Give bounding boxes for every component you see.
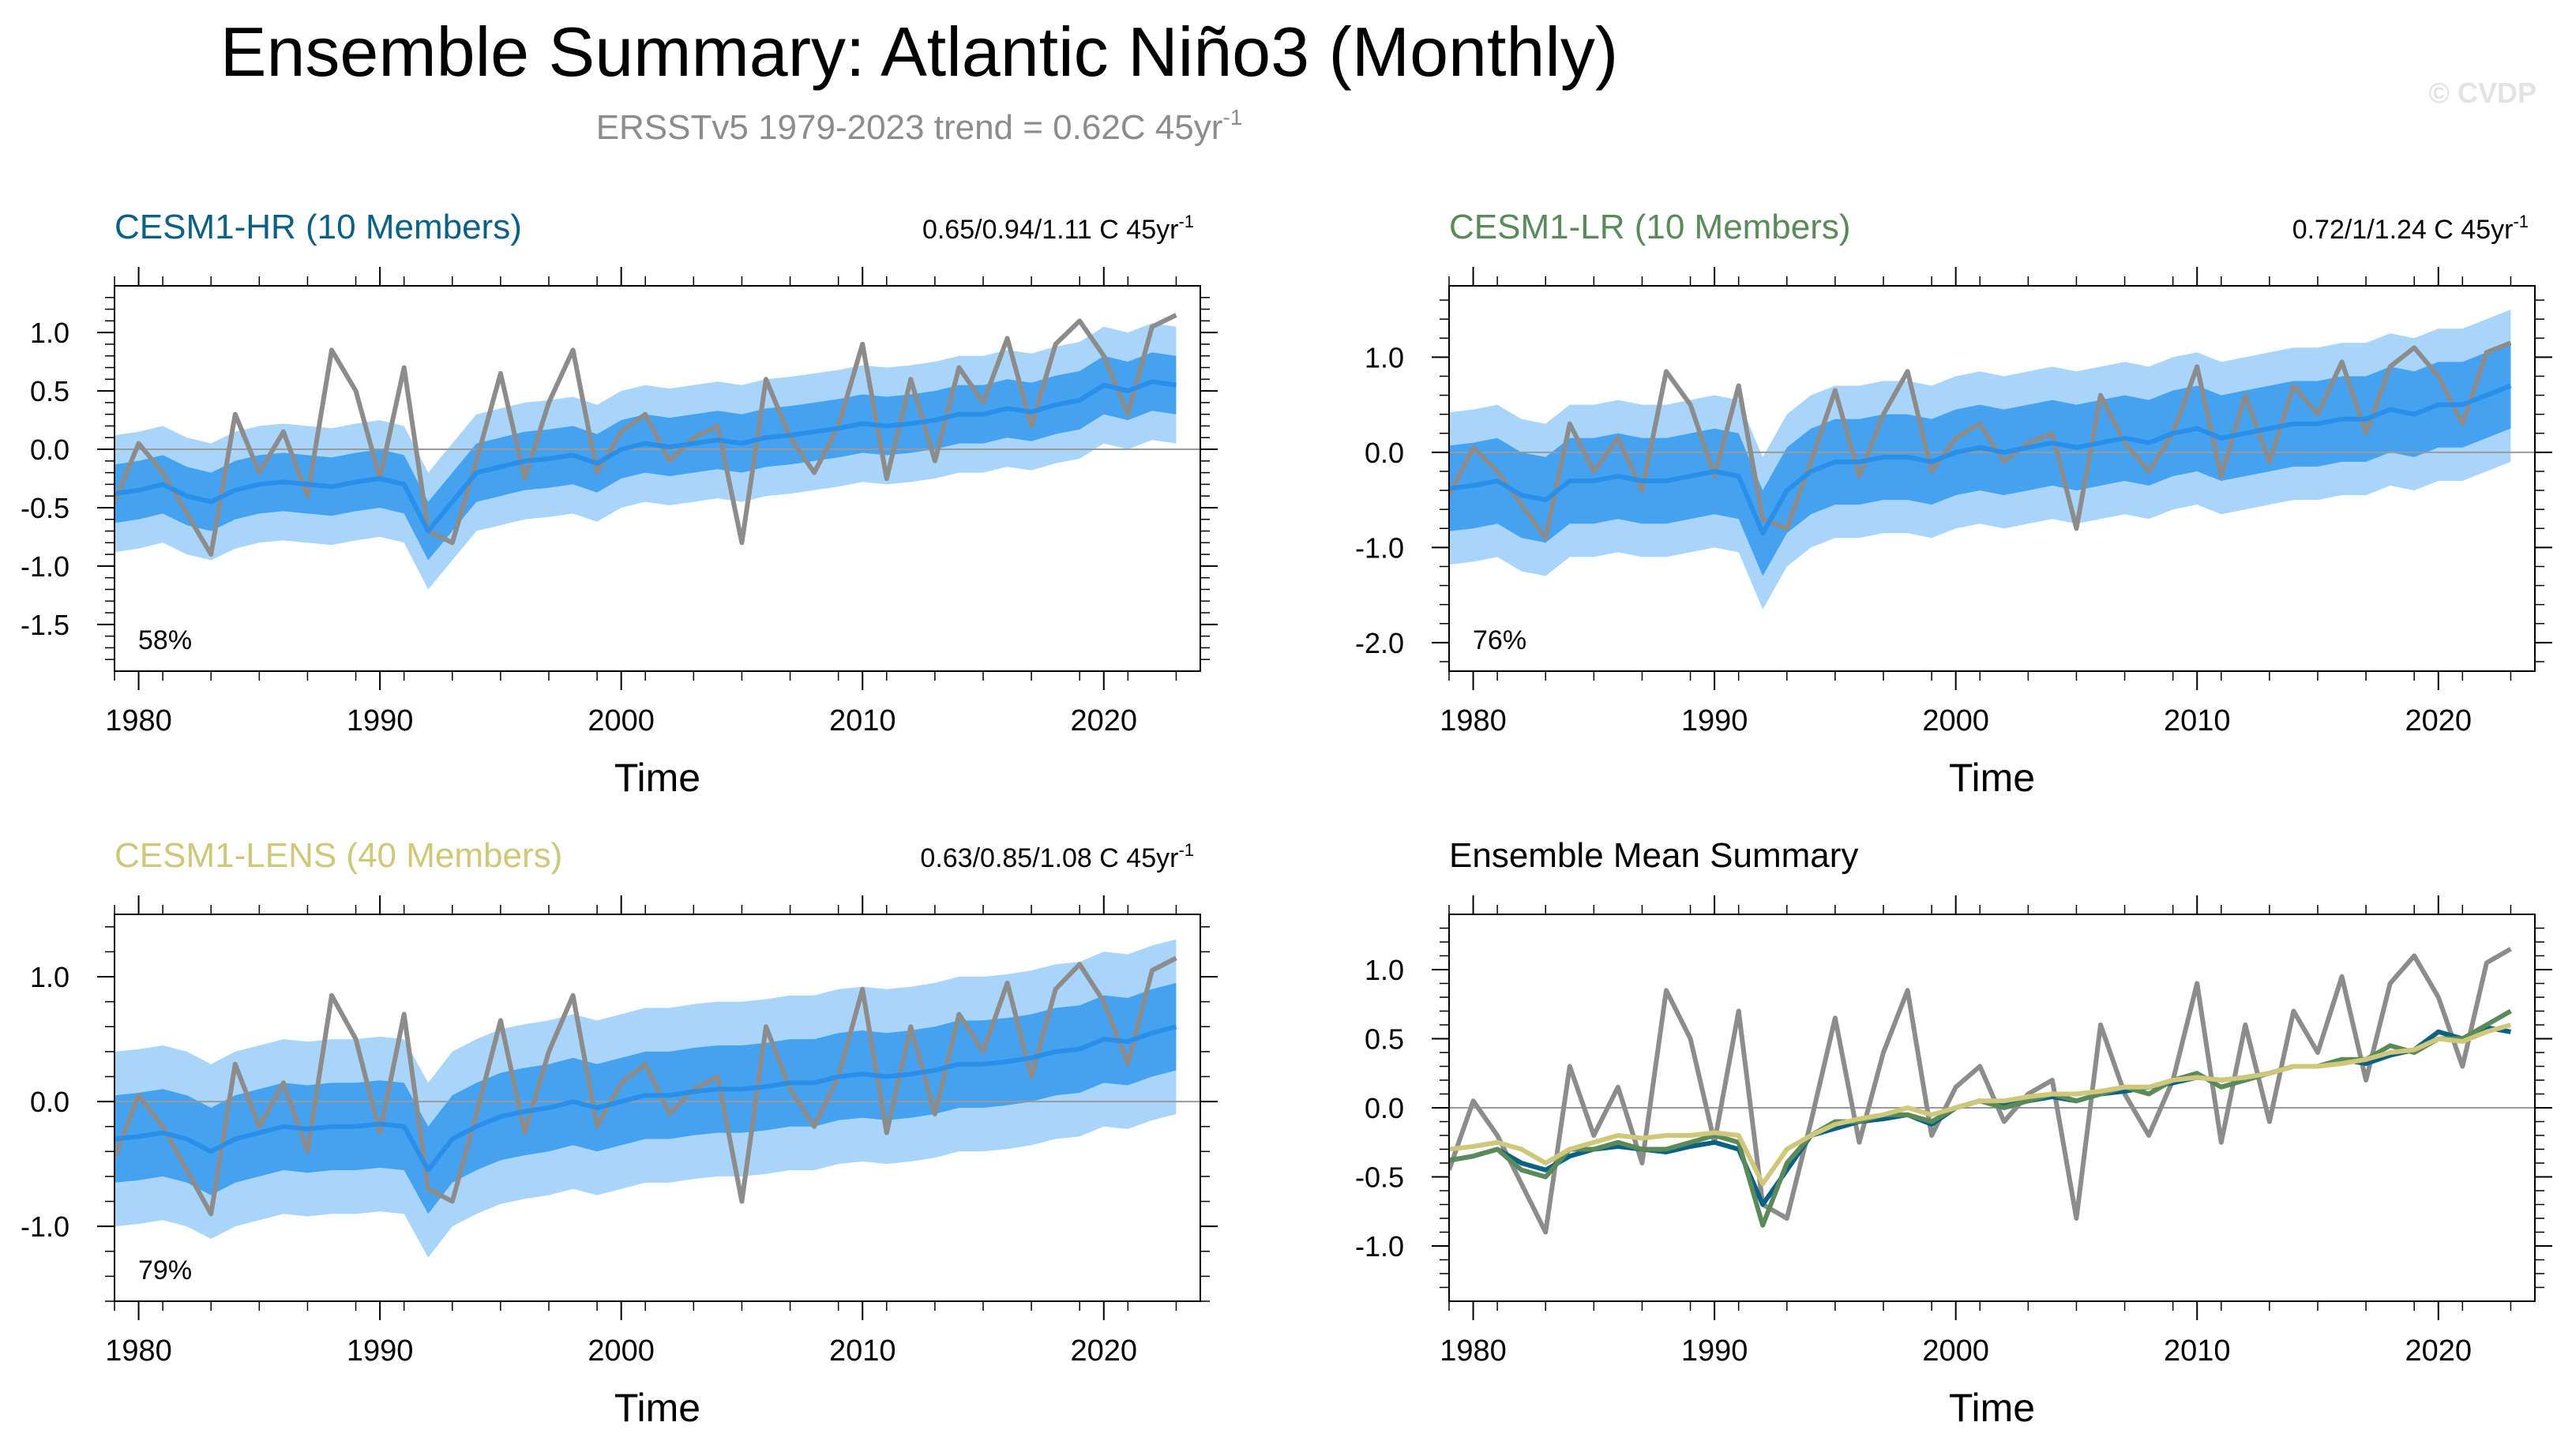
plot-frame-lr xyxy=(1448,285,2536,672)
ytick-label-hr: 0.0 xyxy=(30,433,69,466)
xtick-label-summary: 1990 xyxy=(1681,1334,1748,1368)
figure-subtitle-main: ERSSTv5 1979-2023 trend = 0.62C 45yr xyxy=(596,108,1223,147)
ytick-label-lens: -1.0 xyxy=(21,1210,69,1243)
xtick-label-hr: 2000 xyxy=(588,704,655,737)
plot-frame-hr xyxy=(114,285,1201,672)
band-halfwidth-inner-hr xyxy=(115,352,1177,561)
xtick-label-lr: 2010 xyxy=(2164,704,2231,737)
panel-title-hr: CESM1-HR (10 Members) xyxy=(115,208,522,246)
plot-area-summary xyxy=(1449,947,2535,1235)
panel-title-summary: Ensemble Mean Summary xyxy=(1449,836,1858,875)
band-halfwidth-inner-lens xyxy=(115,982,1177,1214)
panels: 1.0 0.5 0.0 -0.5 -1.0 -1.5 1980 1990 2000 2010 202… xyxy=(21,208,2552,1430)
xtick-label-summary: 2020 xyxy=(2405,1334,2472,1368)
ytick-label-hr: -1.0 xyxy=(21,550,69,583)
ytick-label-summary: 1.0 xyxy=(1365,954,1404,986)
trend-label-hr: 0.65/0.94/1.11 C 45yr-1 xyxy=(922,212,1194,245)
xtick-label-lr: 1990 xyxy=(1681,704,1748,737)
ytick-label-summary: 0.0 xyxy=(1365,1092,1404,1124)
plot-area-hr xyxy=(115,313,1200,590)
xtick-label-summary: 1980 xyxy=(1440,1334,1507,1368)
plot-area-lr xyxy=(1449,310,2535,610)
xtick-label-summary: 2000 xyxy=(1922,1334,1989,1368)
xtick-label-lr: 2000 xyxy=(1922,704,1989,737)
xtick-label-summary: 2010 xyxy=(2164,1334,2231,1368)
xtick-label-lens: 2010 xyxy=(829,1334,896,1368)
ytick-label-lens: 0.0 xyxy=(30,1086,69,1118)
ytick-label-summary: -0.5 xyxy=(1355,1161,1404,1194)
xaxis-label-hr: Time xyxy=(614,756,700,800)
xtick-label-hr: 2020 xyxy=(1071,704,1138,737)
percent-label-hr: 58% xyxy=(138,625,192,655)
ytick-label-hr: -0.5 xyxy=(21,492,69,524)
xtick-label-lr: 2020 xyxy=(2405,704,2472,737)
ytick-label-summary: 0.5 xyxy=(1365,1023,1404,1056)
xtick-label-lens: 1980 xyxy=(105,1334,172,1368)
xtick-label-hr: 1980 xyxy=(105,704,172,737)
panel-lens: 1.0 0.0 -1.0 1980 1990 2000 2010 2020 Time CESM1-… xyxy=(21,836,1218,1430)
ytick-label-lr: 0.0 xyxy=(1365,437,1404,469)
ytick-label-lens: 1.0 xyxy=(30,961,69,993)
trend-label-lr: 0.72/1/1.24 C 45yr-1 xyxy=(2292,212,2529,245)
panel-hr: 1.0 0.5 0.0 -0.5 -1.0 -1.5 1980 1990 2000 2010 202… xyxy=(21,208,1218,800)
xtick-label-lens: 1990 xyxy=(347,1334,414,1368)
trend-label-lens: 0.63/0.85/1.08 C 45yr-1 xyxy=(920,840,1194,873)
figure-title: Ensemble Summary: Atlantic Niño3 (Monthl… xyxy=(220,13,1618,91)
watermark: © CVDP xyxy=(2428,77,2536,109)
xtick-label-lens: 2000 xyxy=(588,1334,655,1368)
plot-area-lens xyxy=(115,939,1200,1258)
xtick-label-lens: 2020 xyxy=(1071,1334,1138,1368)
percent-label-lens: 79% xyxy=(138,1255,192,1285)
ytick-label-lr: 1.0 xyxy=(1365,341,1404,373)
series-cesm1-hr-summary xyxy=(1449,1025,2511,1207)
xaxis-label-summary: Time xyxy=(1949,1386,2035,1430)
xtick-label-lr: 1980 xyxy=(1440,704,1507,737)
panel-title-lens: CESM1-LENS (40 Members) xyxy=(115,836,562,875)
figure-subtitle-sup: -1 xyxy=(1222,105,1242,129)
ytick-label-hr: 1.0 xyxy=(30,317,69,349)
xtick-label-hr: 2010 xyxy=(829,704,896,737)
xaxis-label-lr: Time xyxy=(1949,756,2035,800)
ytick-label-hr: -1.5 xyxy=(21,609,69,641)
panel-title-lr: CESM1-LR (10 Members) xyxy=(1449,208,1851,246)
panel-summary: 1.0 0.5 0.0 -0.5 -1.0 1980 1990 2000 2010 2020 Tim… xyxy=(1355,836,2552,1430)
series-cesm1-lr-summary xyxy=(1449,1008,2512,1228)
xtick-label-hr: 1990 xyxy=(347,704,414,737)
percent-label-lr: 76% xyxy=(1473,625,1526,655)
ytick-label-lr: -2.0 xyxy=(1355,627,1404,659)
ytick-label-lr: -1.0 xyxy=(1355,531,1404,564)
ytick-label-hr: 0.5 xyxy=(30,375,69,407)
plot-frame-lens xyxy=(114,914,1201,1302)
series-observed-summary xyxy=(1449,947,2512,1235)
panel-lr: 1.0 0.0 -1.0 -2.0 1980 1990 2000 2010 2020 Time CE… xyxy=(1355,208,2552,800)
xaxis-label-lens: Time xyxy=(614,1386,700,1430)
figure-subtitle: ERSSTv5 1979-2023 trend = 0.62C 45yr-1 xyxy=(596,105,1243,147)
ytick-label-summary: -1.0 xyxy=(1355,1230,1404,1263)
